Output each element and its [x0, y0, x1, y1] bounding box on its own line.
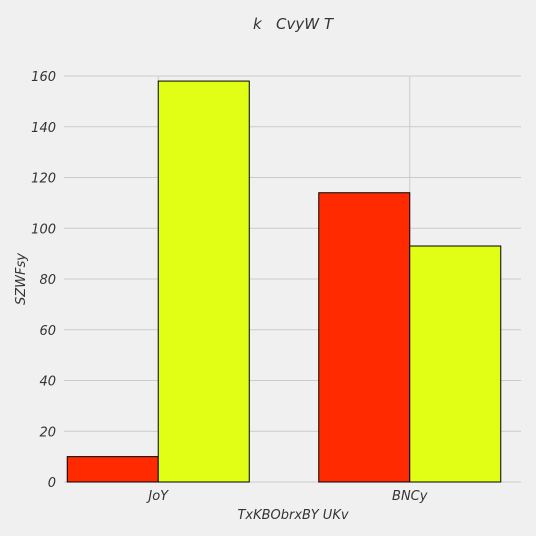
bar [409, 245, 502, 483]
x-tick-label: BNCy [392, 489, 428, 504]
y-tick-label: 20 [39, 425, 56, 440]
bar [318, 192, 411, 483]
bar [66, 456, 159, 483]
y-tick-label: 40 [39, 375, 56, 390]
bar [157, 80, 250, 483]
y-tick-label: 80 [39, 273, 56, 288]
x-axis-label: TxKBObrxBY UKv [237, 508, 348, 523]
y-tick-label: 160 [31, 70, 56, 85]
chart-title: k CvyW T [253, 15, 335, 33]
tick-labels: 0 20 40 60 80 100 120 140 160 JoY BNCy [31, 70, 428, 504]
bars [66, 80, 502, 483]
x-tick-label: JoY [145, 489, 169, 504]
y-tick-label: 100 [31, 222, 56, 237]
y-tick-label: 140 [31, 121, 56, 136]
y-tick-label: 120 [31, 172, 56, 187]
y-tick-label: 60 [39, 324, 56, 339]
y-axis-label: SZWFsy [14, 253, 29, 305]
y-tick-label: 0 [48, 476, 56, 491]
